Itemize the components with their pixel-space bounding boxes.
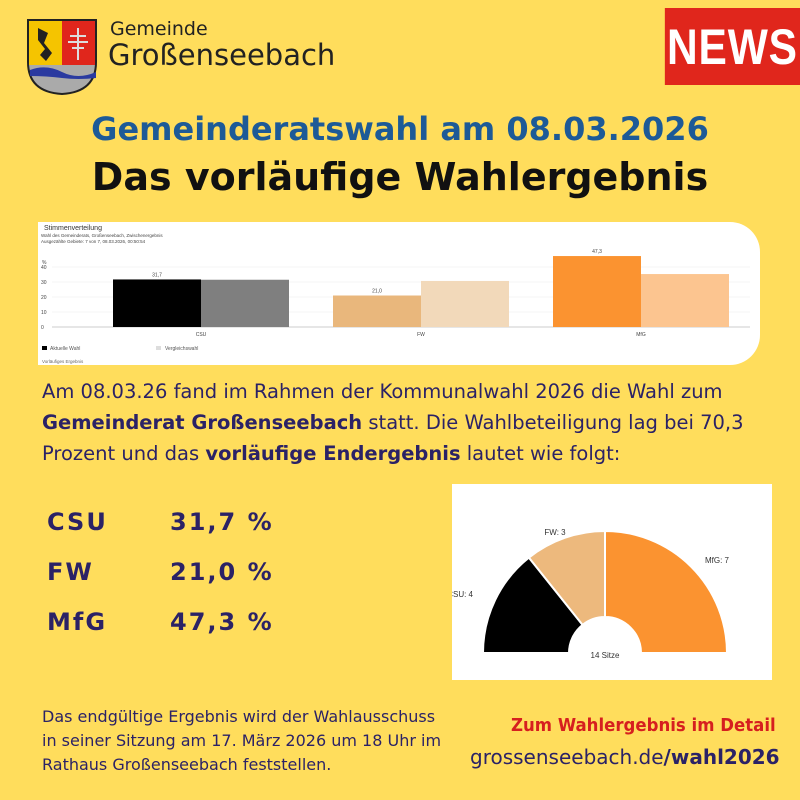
- details-link-heading[interactable]: Zum Wahlergebnis im Detail: [511, 715, 776, 736]
- chart-title: Stimmenverteilung: [44, 225, 102, 232]
- bar-comparison-mfg: [641, 274, 729, 327]
- legend-swatch-comparison: [156, 346, 161, 350]
- news-badge: NEWS: [664, 8, 800, 85]
- result-percent: 47,3 %: [170, 608, 274, 636]
- bar-comparison-fw: [421, 280, 509, 327]
- x-tick-label: FW: [417, 332, 425, 338]
- chart-footnote: Vorläufiges Ergebnis: [42, 359, 84, 364]
- bar-value-label: 21,0: [372, 289, 382, 295]
- seat-label: CSU: 4: [452, 590, 474, 599]
- y-tick-label: 40: [41, 265, 47, 271]
- result-party: FW: [47, 558, 94, 586]
- municipality-prefix: Gemeinde: [110, 18, 208, 40]
- seat-label: FW: 3: [544, 528, 566, 537]
- x-tick-label: MfG: [636, 332, 646, 338]
- headline-subtitle: Das vorläufige Wahlergebnis: [91, 155, 709, 199]
- y-axis-label: %: [42, 260, 47, 266]
- bar-current-fw: [333, 295, 421, 327]
- footer-line: Das endgültige Ergebnis wird der Wahlaus…: [42, 707, 436, 726]
- result-party: CSU: [47, 508, 108, 536]
- vote-bar-chart: Stimmenverteilung Wahl des Gemeinderats,…: [38, 222, 760, 365]
- legend-comparison: Vergleichswahl: [165, 346, 198, 352]
- result-party: MfG: [47, 608, 108, 636]
- result-percent: 31,7 %: [170, 508, 274, 536]
- footer-line: Rathaus Großenseebach feststellen.: [42, 755, 332, 774]
- seat-total-label: 14 Sitze: [591, 651, 620, 660]
- legend-swatch-current: [42, 346, 47, 350]
- result-percent: 21,0 %: [170, 558, 274, 586]
- y-tick-label: 10: [41, 310, 47, 316]
- bar-current-csu: [113, 279, 201, 327]
- municipality-name: Großenseebach: [108, 38, 336, 72]
- x-tick-label: CSU: [196, 332, 207, 338]
- y-tick-label: 0: [41, 325, 44, 331]
- chart-subtitle: Ausgezählte Gebiete: 7 von 7, 08.03.2026…: [41, 239, 146, 244]
- bar-current-mfg: [553, 256, 641, 327]
- bar-value-label: 31,7: [152, 272, 162, 278]
- headline-title: Gemeinderatswahl am 08.03.2026: [91, 110, 709, 148]
- results-url-link[interactable]: grossenseebach.de/wahl2026: [470, 745, 780, 769]
- seat-segment-csu: [481, 556, 584, 654]
- seat-distribution-chart: CSU: 4 FW: 3 MfG: 7 14 Sitze: [447, 484, 772, 680]
- y-tick-label: 20: [41, 295, 47, 301]
- seat-segment-mfg: [604, 529, 729, 654]
- coat-of-arms-logo: [27, 19, 97, 96]
- bar-value-label: 47,3: [592, 249, 602, 255]
- footer-note: Das endgültige Ergebnis wird der Wahlaus…: [42, 705, 441, 777]
- bar-comparison-csu: [201, 279, 289, 327]
- legend-current: Aktuelle Wahl: [50, 346, 80, 352]
- chart-subtitle: Wahl des Gemeinderats, Großenseebach, Zw…: [41, 233, 163, 238]
- intro-paragraph: Am 08.03.26 fand im Rahmen der Kommunalw…: [42, 380, 744, 465]
- seat-label: MfG: 7: [705, 556, 730, 565]
- y-tick-label: 30: [41, 280, 47, 286]
- footer-line: in seiner Sitzung am 17. März 2026 um 18…: [42, 731, 442, 750]
